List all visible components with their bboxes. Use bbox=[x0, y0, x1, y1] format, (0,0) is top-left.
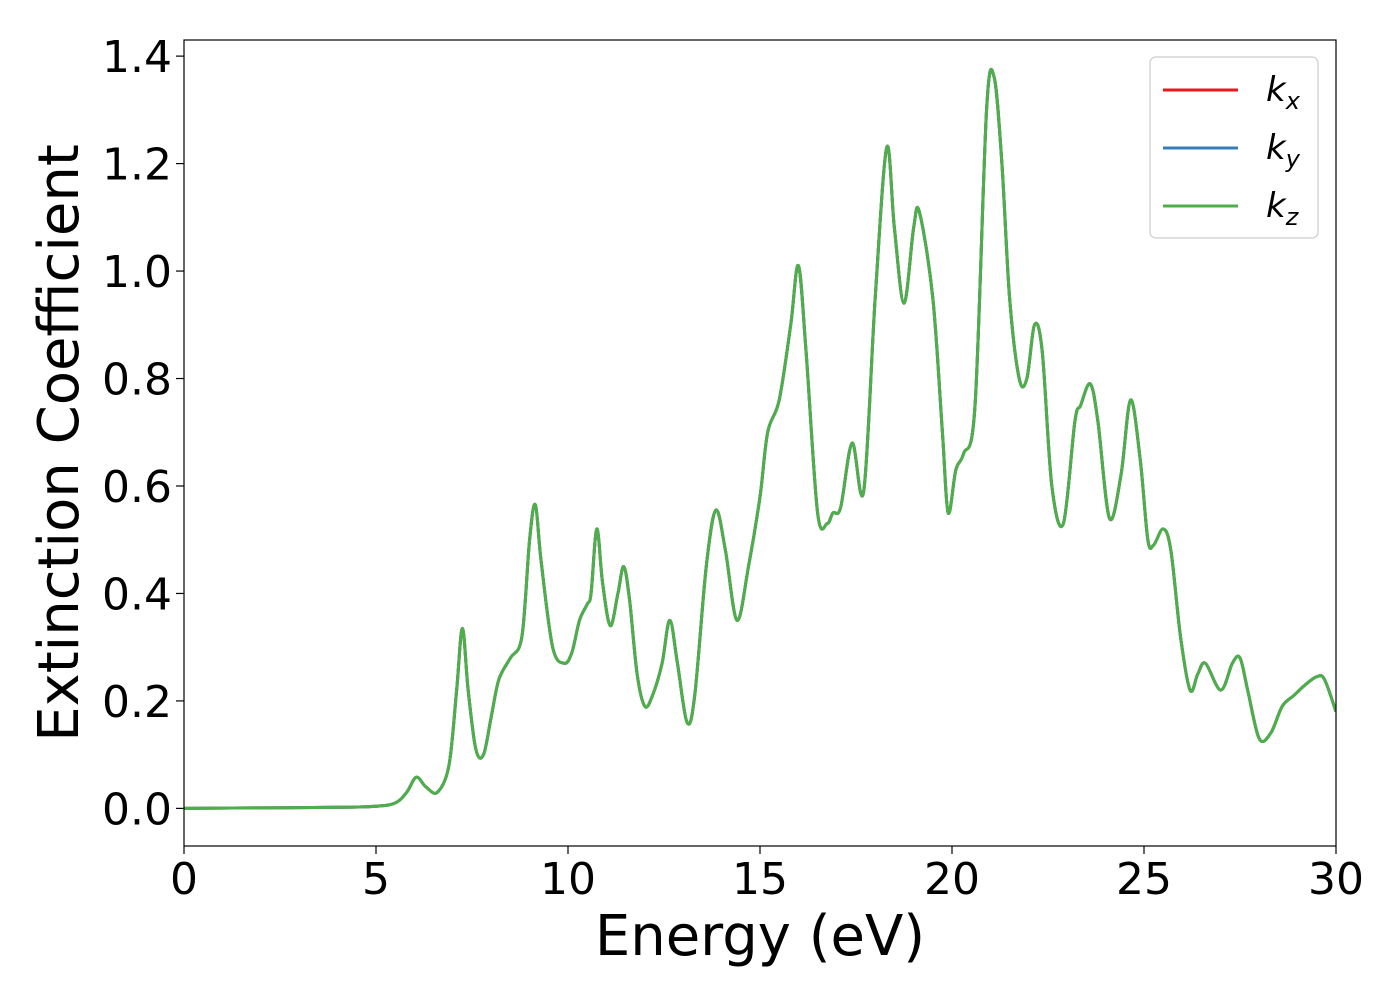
legend-subscript-y: y bbox=[1285, 145, 1301, 173]
x-tick-label: 5 bbox=[362, 854, 390, 905]
y-tick-label: 1.2 bbox=[102, 140, 172, 191]
series-layer bbox=[184, 67, 1336, 810]
y-axis-ticks: 0.0 0.2 0.4 0.6 0.8 1.0 1.2 1.4 bbox=[102, 32, 184, 835]
y-tick-label: 0.8 bbox=[102, 355, 172, 406]
y-tick-label: 0.0 bbox=[102, 784, 172, 835]
y-tick-label: 1.4 bbox=[102, 32, 172, 83]
x-tick-label: 0 bbox=[170, 854, 198, 905]
y-axis-label: Extinction Coefficient bbox=[27, 144, 92, 742]
x-axis-label: Energy (eV) bbox=[595, 904, 925, 969]
x-axis-ticks: 0 5 10 15 20 25 30 bbox=[170, 846, 1364, 905]
x-tick-label: 20 bbox=[924, 854, 980, 905]
legend-subscript-x: x bbox=[1285, 87, 1301, 115]
y-tick-label: 0.4 bbox=[102, 569, 172, 620]
x-tick-label: 15 bbox=[732, 854, 788, 905]
y-tick-label: 0.2 bbox=[102, 677, 172, 728]
x-tick-label: 25 bbox=[1116, 854, 1172, 905]
x-tick-label: 10 bbox=[540, 854, 596, 905]
legend-subscript-z: z bbox=[1285, 203, 1300, 231]
y-tick-label: 1.0 bbox=[102, 247, 172, 298]
y-tick-label: 0.6 bbox=[102, 462, 172, 513]
x-tick-label: 30 bbox=[1308, 854, 1364, 905]
series-line-z bbox=[184, 67, 1336, 810]
